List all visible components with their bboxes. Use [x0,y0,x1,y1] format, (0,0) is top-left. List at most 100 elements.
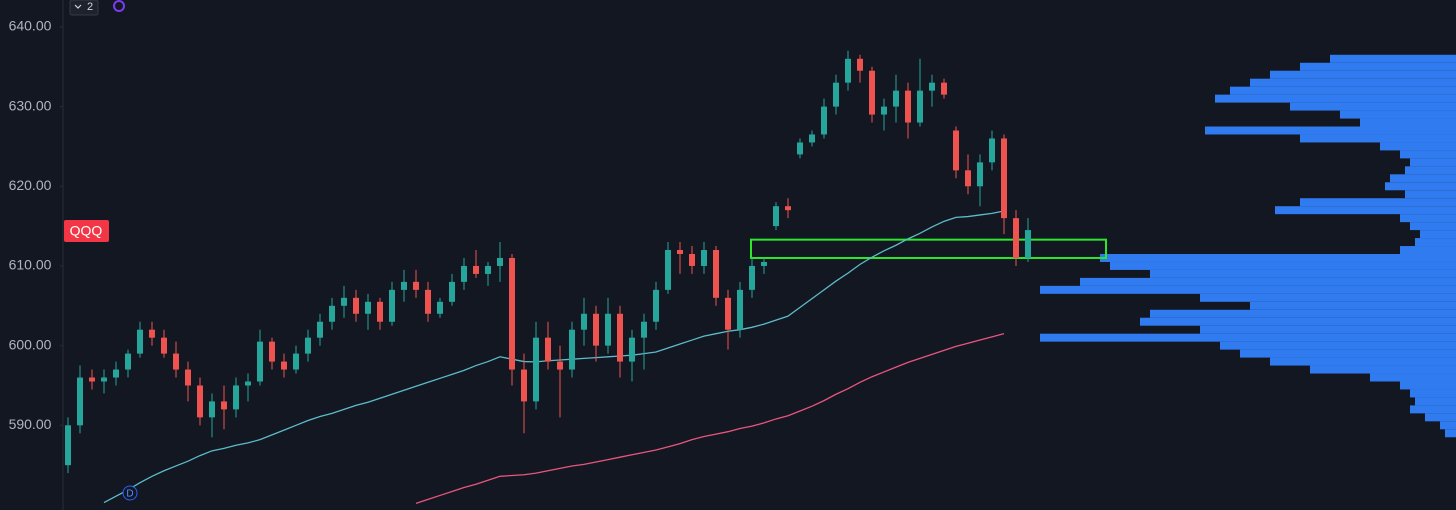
profile-bar [1250,301,1456,310]
candle-body [737,289,743,330]
candle-body [893,90,899,107]
profile-bar [1410,389,1456,398]
profile-bar [1250,78,1456,87]
profile-bar [1080,277,1456,286]
profile-bar [1445,429,1456,438]
profile-bar [1415,397,1456,406]
candle-body [377,301,383,322]
profile-bar [1150,269,1456,278]
profile-bar [1140,317,1456,326]
candle-body [905,90,911,123]
candle-body [557,361,563,370]
candle-body [533,337,539,402]
candle-body [509,257,515,370]
moving-average [103,210,1005,504]
candle-body [245,381,251,386]
candle-body [749,265,755,290]
candle-body [89,377,95,382]
candle-body [761,261,767,266]
plot [60,26,1456,505]
profile-bar [1220,341,1456,350]
profile-bar [1410,405,1456,414]
candle-body [857,58,863,71]
profile-bar [1110,261,1456,270]
profile-bar [1400,246,1456,254]
candle-body [569,329,575,370]
candle-body [341,297,347,306]
candle-body [209,401,215,418]
candle-body [449,281,455,302]
candle-body [617,313,623,362]
candle-body [161,337,167,354]
candle-body [1001,138,1007,219]
profile-bar [1440,421,1456,430]
candle-body [413,281,419,290]
candle-body [497,257,503,266]
candle-body [293,353,299,370]
candle-body [353,297,359,314]
marker-circle[interactable] [122,485,138,501]
candle-body [929,82,935,91]
profile-bar [1300,134,1456,143]
candle-body [701,250,707,266]
profile-bar [1150,309,1456,318]
candle-body [989,138,995,163]
profile-bar [1360,118,1456,127]
profile-bar [1275,206,1456,215]
candle-body [545,337,551,362]
candle-body [917,90,923,123]
profile-bar [1205,126,1456,135]
candle-body [797,142,803,155]
profile-bar [1425,413,1456,422]
profile-bar [1290,102,1456,111]
candle-body [113,369,119,378]
marker-label: D [126,489,133,500]
symbol-label: QQQ [70,223,103,239]
candle-body [365,301,371,314]
profile-bar [1215,94,1456,103]
sync-icon[interactable] [113,0,125,12]
profile-bar [1200,293,1456,302]
candle-body [629,337,635,362]
candle-body [845,58,851,83]
candle-body [257,341,263,382]
profile-bar [1400,150,1456,159]
profile-bar [1415,238,1456,247]
candle-body [689,254,695,266]
candle-body [173,353,179,370]
candle-body [437,301,443,314]
profile-bar [1240,349,1456,358]
profile-bar [1400,214,1456,223]
candle-body [941,82,947,95]
candle-body [869,70,875,115]
candle-body [1013,218,1019,258]
chevron [74,4,82,9]
candle-body [65,425,71,466]
profile-bar [1405,166,1456,175]
profile-bar [1100,254,1456,262]
candle-body [461,265,467,282]
candle-body [881,106,887,115]
candle-body [305,337,311,354]
profile-bar [1410,222,1456,231]
profile-bar [1310,365,1456,374]
moving-average [415,333,1005,505]
candle-body [593,313,599,346]
candle-body [521,369,527,402]
candle-body [317,321,323,338]
interval-badge-box[interactable] [69,0,99,16]
candle-body [953,130,959,171]
candle-body [185,369,191,386]
candle-body [197,385,203,418]
candle-body [221,401,227,410]
candle-body [473,265,479,274]
candle-body [653,289,659,322]
candle-body [713,250,719,298]
profile-bar [1230,86,1456,95]
profile-bar [1340,110,1456,119]
candle-body [485,265,491,274]
profile-bar [1410,158,1456,167]
profile-bar [1040,285,1456,294]
